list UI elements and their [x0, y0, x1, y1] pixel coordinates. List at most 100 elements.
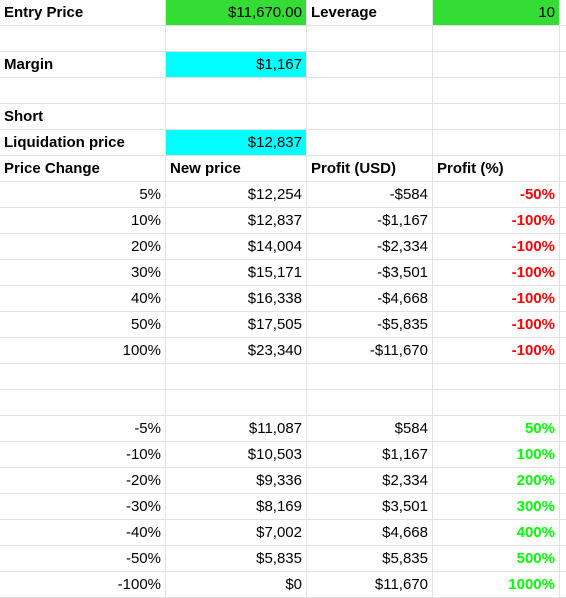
cell-r7-col-d[interactable]: Profit (%)	[433, 156, 560, 182]
cell-r21-col-b[interactable]: $7,002	[166, 520, 307, 546]
cell-r17-col-a[interactable]: -5%	[0, 416, 166, 442]
cell-r13-col-d[interactable]: -100%	[433, 312, 560, 338]
cell-r6-col-a[interactable]: Liquidation price	[0, 130, 166, 156]
cell-r23-col-c[interactable]: $11,670	[307, 572, 433, 598]
cell-r19-col-b[interactable]: $9,336	[166, 468, 307, 494]
cell-r5-col-d[interactable]	[433, 104, 560, 130]
cell-r9-col-a[interactable]: 10%	[0, 208, 166, 234]
cell-r4-col-c[interactable]	[307, 78, 433, 104]
cell-r18-col-c[interactable]: $1,167	[307, 442, 433, 468]
cell-r11-col-c[interactable]: -$3,501	[307, 260, 433, 286]
cell-r20-col-b[interactable]: $8,169	[166, 494, 307, 520]
cell-r10-col-a[interactable]: 20%	[0, 234, 166, 260]
cell-r14-col-c[interactable]: -$11,670	[307, 338, 433, 364]
cell-r18-col-b[interactable]: $10,503	[166, 442, 307, 468]
cell-r3-col-c[interactable]	[307, 52, 433, 78]
cell-r21-col-d[interactable]: 400%	[433, 520, 560, 546]
cell-r16-col-b[interactable]	[166, 390, 307, 416]
cell-r20-col-d[interactable]: 300%	[433, 494, 560, 520]
cell-r9-col-c[interactable]: -$1,167	[307, 208, 433, 234]
cell-r9-col-b[interactable]: $12,837	[166, 208, 307, 234]
cell-r6-col-b[interactable]: $12,837	[166, 130, 307, 156]
cell-r12-col-d[interactable]: -100%	[433, 286, 560, 312]
cell-r22-col-b[interactable]: $5,835	[166, 546, 307, 572]
cell-r22-col-c[interactable]: $5,835	[307, 546, 433, 572]
cell-r1-col-b[interactable]: $11,670.00	[166, 0, 307, 26]
cell-r14-col-a[interactable]: 100%	[0, 338, 166, 364]
cell-r13-col-c[interactable]: -$5,835	[307, 312, 433, 338]
cell-r10-col-b[interactable]: $14,004	[166, 234, 307, 260]
cell-r1-col-c[interactable]: Leverage	[307, 0, 433, 26]
cell-r20-col-c[interactable]: $3,501	[307, 494, 433, 520]
cell-r2-col-c[interactable]	[307, 26, 433, 52]
sheet-edge-cell	[560, 130, 566, 156]
cell-r21-col-c[interactable]: $4,668	[307, 520, 433, 546]
cell-r7-col-a[interactable]: Price Change	[0, 156, 166, 182]
cell-r17-col-d[interactable]: 50%	[433, 416, 560, 442]
cell-r4-col-b[interactable]	[166, 78, 307, 104]
cell-r3-col-a[interactable]: Margin	[0, 52, 166, 78]
cell-r12-col-b[interactable]: $16,338	[166, 286, 307, 312]
cell-r15-col-a[interactable]	[0, 364, 166, 390]
cell-r15-col-d[interactable]	[433, 364, 560, 390]
cell-r22-col-a[interactable]: -50%	[0, 546, 166, 572]
cell-r17-col-c[interactable]: $584	[307, 416, 433, 442]
cell-r17-col-b[interactable]: $11,087	[166, 416, 307, 442]
cell-r4-col-d[interactable]	[433, 78, 560, 104]
cell-r20-col-a[interactable]: -30%	[0, 494, 166, 520]
cell-r8-col-b[interactable]: $12,254	[166, 182, 307, 208]
cell-r15-col-b[interactable]	[166, 364, 307, 390]
cell-r21-col-a[interactable]: -40%	[0, 520, 166, 546]
cell-r19-col-a[interactable]: -20%	[0, 468, 166, 494]
cell-r8-col-c[interactable]: -$584	[307, 182, 433, 208]
cell-r19-col-d[interactable]: 200%	[433, 468, 560, 494]
cell-r23-col-d[interactable]: 1000%	[433, 572, 560, 598]
cell-r18-col-d[interactable]: 100%	[433, 442, 560, 468]
cell-r11-col-a[interactable]: 30%	[0, 260, 166, 286]
cell-r3-col-b[interactable]: $1,167	[166, 52, 307, 78]
cell-r9-col-d[interactable]: -100%	[433, 208, 560, 234]
cell-r2-col-a[interactable]	[0, 26, 166, 52]
cell-r10-col-d[interactable]: -100%	[433, 234, 560, 260]
cell-r2-col-b[interactable]	[166, 26, 307, 52]
cell-r14-col-b[interactable]: $23,340	[166, 338, 307, 364]
cell-r4-col-a[interactable]	[0, 78, 166, 104]
cell-r15-col-c[interactable]	[307, 364, 433, 390]
cell-r8-col-d[interactable]: -50%	[433, 182, 560, 208]
cell-r12-col-a[interactable]: 40%	[0, 286, 166, 312]
cell-r5-col-a[interactable]: Short	[0, 104, 166, 130]
cell-r16-col-a[interactable]	[0, 390, 166, 416]
cell-r5-col-c[interactable]	[307, 104, 433, 130]
cell-r6-col-c[interactable]	[307, 130, 433, 156]
sheet-edge-cell	[560, 494, 566, 520]
cell-r1-col-a[interactable]: Entry Price	[0, 0, 166, 26]
cell-r23-col-b[interactable]: $0	[166, 572, 307, 598]
cell-r16-col-d[interactable]	[433, 390, 560, 416]
cell-r11-col-b[interactable]: $15,171	[166, 260, 307, 286]
cell-r3-col-d[interactable]	[433, 52, 560, 78]
cell-r16-col-c[interactable]	[307, 390, 433, 416]
cell-r1-col-d[interactable]: 10	[433, 0, 560, 26]
sheet-edge-cell	[560, 234, 566, 260]
cell-r14-col-d[interactable]: -100%	[433, 338, 560, 364]
cell-r10-col-c[interactable]: -$2,334	[307, 234, 433, 260]
sheet-edge-cell	[560, 390, 566, 416]
cell-r11-col-d[interactable]: -100%	[433, 260, 560, 286]
cell-r12-col-c[interactable]: -$4,668	[307, 286, 433, 312]
cell-r18-col-a[interactable]: -10%	[0, 442, 166, 468]
cell-r7-col-c[interactable]: Profit (USD)	[307, 156, 433, 182]
cell-r22-col-d[interactable]: 500%	[433, 546, 560, 572]
cell-r13-col-b[interactable]: $17,505	[166, 312, 307, 338]
sheet-edge-cell	[560, 572, 566, 598]
cell-r5-col-b[interactable]	[166, 104, 307, 130]
cell-r2-col-d[interactable]	[433, 26, 560, 52]
sheet-edge-cell	[560, 286, 566, 312]
cell-r13-col-a[interactable]: 50%	[0, 312, 166, 338]
sheet-edge-cell	[560, 182, 566, 208]
sheet-edge-cell	[560, 52, 566, 78]
cell-r8-col-a[interactable]: 5%	[0, 182, 166, 208]
cell-r19-col-c[interactable]: $2,334	[307, 468, 433, 494]
cell-r7-col-b[interactable]: New price	[166, 156, 307, 182]
cell-r6-col-d[interactable]	[433, 130, 560, 156]
cell-r23-col-a[interactable]: -100%	[0, 572, 166, 598]
